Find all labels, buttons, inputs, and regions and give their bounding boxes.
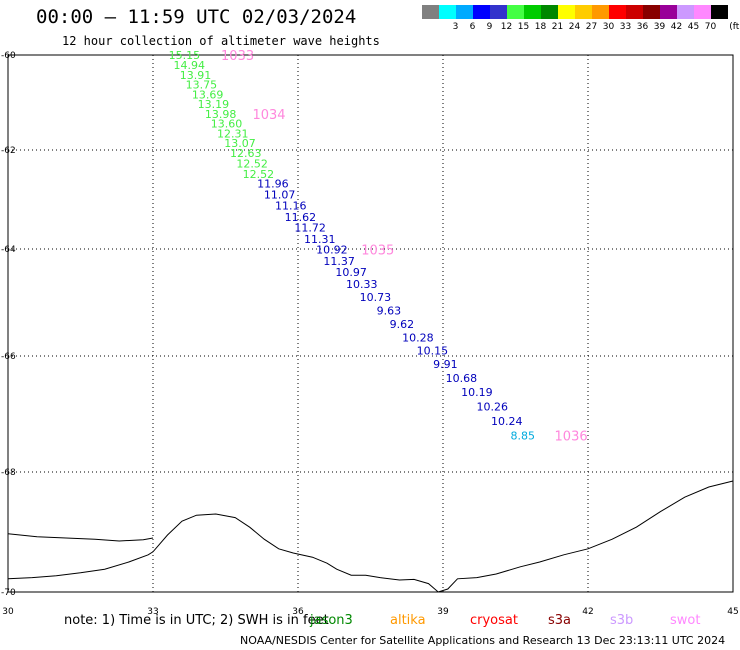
wave-height-label: 8.85 [511,429,536,442]
scale-label: 3 [452,22,459,32]
scale-label: 18 [534,22,547,32]
time-label: 1034 [252,108,285,123]
wave-height-label: 15.15 [169,49,201,62]
wave-height-label: 13.69 [192,88,224,101]
scale-swatch [524,5,541,19]
wave-height-label: 10.15 [417,345,449,358]
scale-swatch [660,5,677,19]
lon-tick-label: 33 [147,607,158,617]
scale-swatch [694,5,711,19]
wave-height-label: 9.62 [390,318,415,331]
lon-tick-label: 42 [582,607,593,617]
scale-unit: (ft) [729,22,740,32]
lat-tick-label: -68 [1,468,16,478]
wave-height-label: 12.52 [243,168,275,181]
legend-jason3: jason3 [310,613,353,628]
time-label: 1035 [361,244,394,259]
time-label: 1033 [221,49,254,64]
wave-height-label: 12.31 [217,127,249,140]
legend-s3a: s3a [548,613,572,628]
wave-height-label: 13.75 [186,78,218,91]
scale-label: 39 [653,22,666,32]
scale-label: 42 [670,22,683,32]
wave-height-label: 10.97 [335,266,367,279]
scale-swatch [456,5,473,19]
lon-tick-label: 36 [292,607,304,617]
scale-label: 27 [585,22,598,32]
wave-height-label: 9.91 [433,358,458,371]
time-label: 1036 [555,429,588,444]
scale-label: 36 [636,22,649,32]
scale-label: 33 [619,22,632,32]
wave-height-label: 10.26 [477,400,509,413]
scale-swatch [626,5,643,19]
wave-height-label: 11.37 [323,255,355,268]
scale-swatch [439,5,456,19]
wave-height-label: 9.63 [377,305,402,318]
map-title: 00:00 – 11:59 UTC 02/03/2024 [36,6,357,28]
scale-label: 9 [486,22,493,32]
scale-swatch [609,5,626,19]
scale-label: 12 [500,22,513,32]
scale-swatch [643,5,660,19]
scale-label: 6 [469,22,476,32]
wave-height-label: 11.96 [257,178,289,191]
lat-tick-label: -64 [1,245,16,255]
wave-height-label: 13.91 [180,69,212,82]
legend-s3b: s3b [610,613,634,628]
scale-swatch [507,5,524,19]
scale-swatch [541,5,558,19]
west-coastline [7,533,154,542]
scale-swatch [422,5,439,19]
scale-swatch [558,5,575,19]
credit-line: NOAA/NESDIS Center for Satellite Applica… [240,634,726,647]
scale-swatch [575,5,592,19]
wave-height-label: 11.72 [294,222,326,235]
scale-swatch [677,5,694,19]
lat-tick-label: -70 [1,588,16,598]
wave-height-label: 13.07 [224,137,256,150]
scale-swatch [490,5,507,19]
wave-height-label: 10.24 [491,415,523,428]
wave-height-label: 11.07 [264,189,296,202]
wave-height-label: 10.28 [402,331,434,344]
scale-label: 21 [551,22,564,32]
map-frame [7,54,734,593]
legend-cryosat: cryosat [470,613,518,628]
lon-tick-label: 45 [727,607,738,617]
wave-height-label: 12.63 [230,147,262,160]
note-text: note: 1) Time is in UTC; 2) SWH is in fe… [64,613,329,628]
wave-height-label: 13.60 [211,117,243,130]
map-subtitle: 12 hour collection of altimeter wave hei… [62,34,380,48]
scale-label: 24 [568,22,581,32]
scale-swatch [592,5,609,19]
wave-height-label: 13.98 [205,108,237,121]
lat-tick-label: -66 [1,352,16,362]
wave-height-label: 11.62 [285,211,317,224]
wave-height-label: 10.19 [461,386,493,399]
scale-swatch [473,5,490,19]
wave-height-label: 14.94 [174,59,206,72]
wave-height-label: 12.52 [236,157,268,170]
legend-swot: swot [670,613,701,628]
scale-swatch [711,5,728,19]
lat-tick-label: -62 [1,146,16,156]
wave-height-label: 10.73 [360,291,392,304]
scale-label: 15 [517,22,530,32]
wave-height-label: 11.31 [304,233,336,246]
legend-altika: altika [390,613,426,628]
scale-label: 30 [602,22,615,32]
scale-label: 45 [687,22,700,32]
lon-tick-label: 39 [437,607,449,617]
wave-height-label: 10.68 [446,372,478,385]
wave-height-label: 13.19 [198,98,230,111]
lon-tick-label: 30 [2,607,14,617]
antarctic-coastline [7,480,734,593]
lat-tick-label: -60 [1,51,16,61]
scale-label: 70 [704,22,717,32]
wave-height-label: 10.92 [316,244,348,257]
wave-height-label: 10.33 [346,278,378,291]
wave-height-label: 11.16 [275,199,307,212]
